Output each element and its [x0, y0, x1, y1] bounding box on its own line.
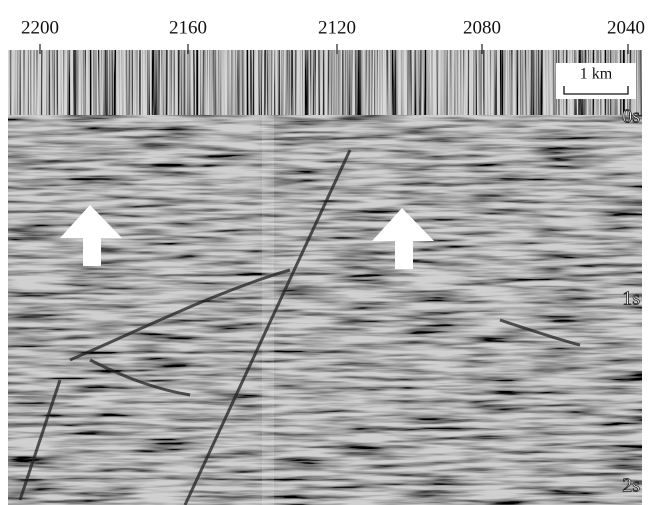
time-label: 2s: [622, 475, 640, 497]
seismic-figure: 2200 2160 2120 2080 2040 1 km 0s 1s 2s: [0, 0, 650, 505]
trace-header: [8, 50, 642, 115]
axis-label: 2120: [318, 17, 356, 38]
axis-label: 2160: [169, 17, 207, 38]
axis-label: 2040: [607, 17, 645, 38]
time-label: 1s: [622, 288, 640, 310]
vertical-band: [262, 115, 274, 505]
seismic-section: [8, 115, 642, 505]
axis-label: 2200: [21, 17, 59, 38]
time-label: 0s: [622, 106, 640, 128]
axis-label: 2080: [463, 17, 501, 38]
scale-label: 1 km: [580, 66, 613, 83]
